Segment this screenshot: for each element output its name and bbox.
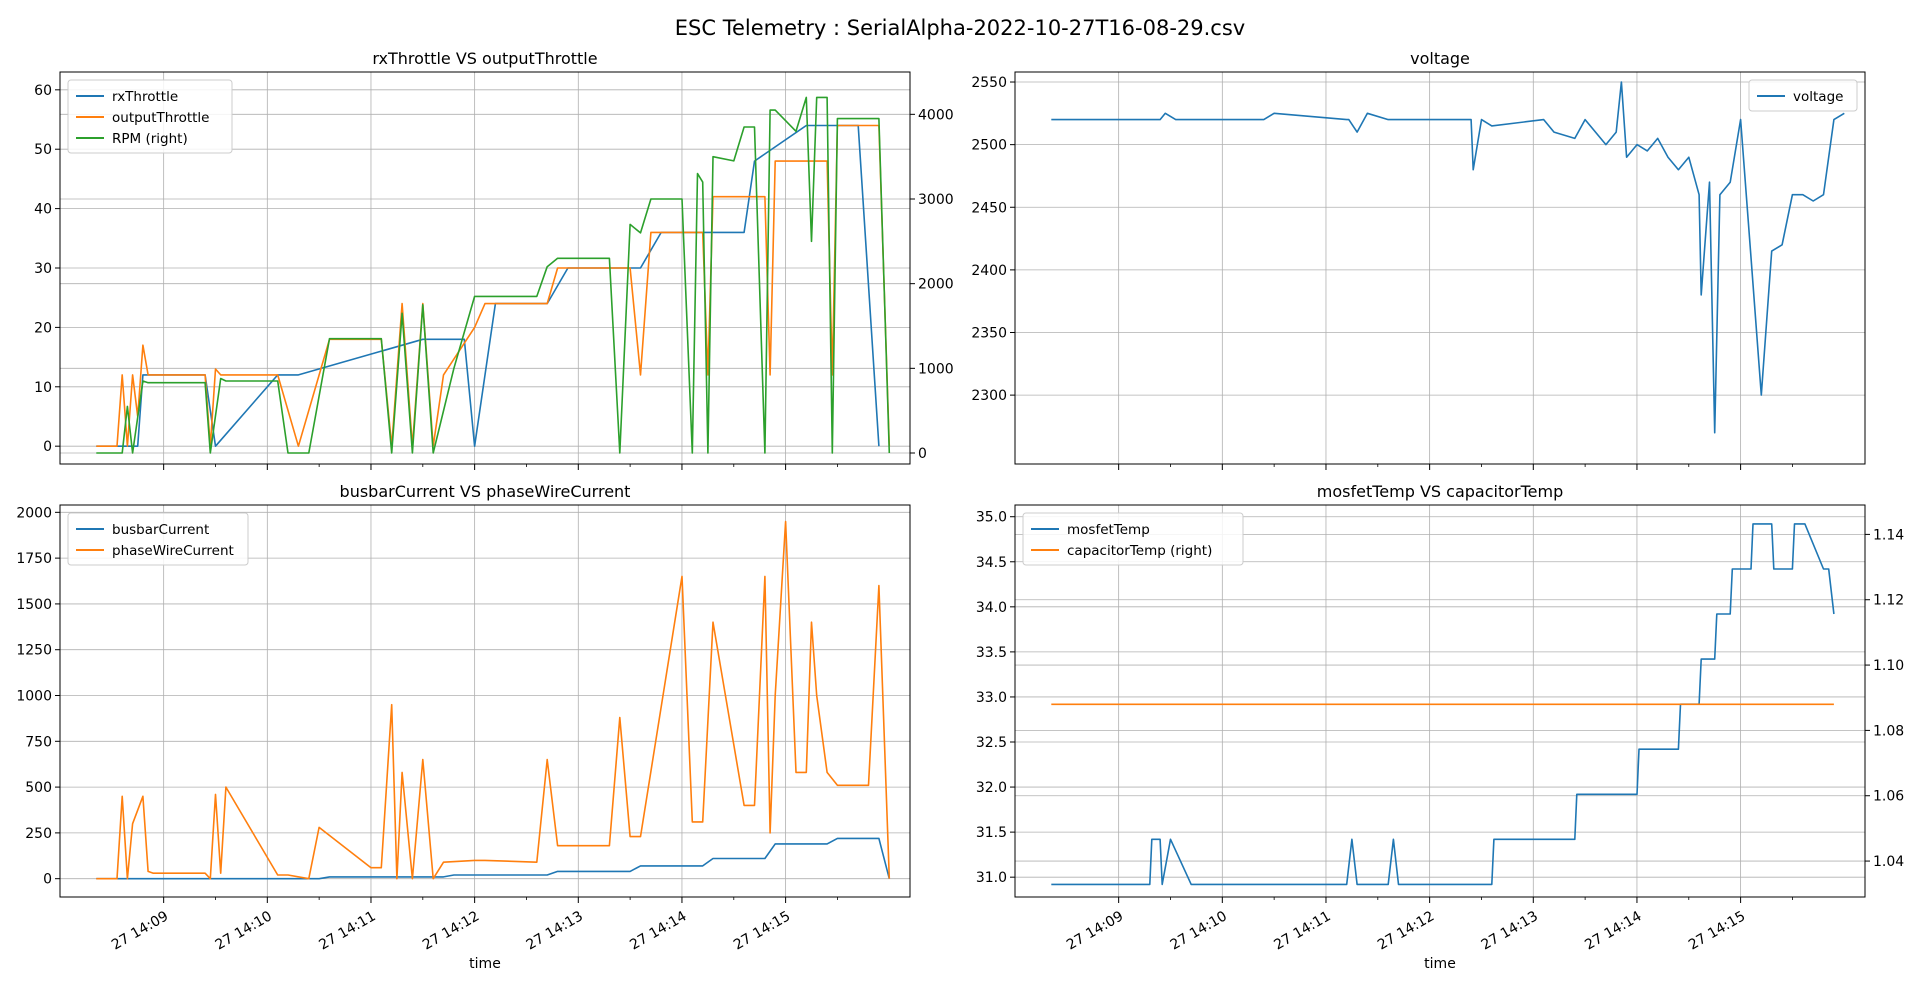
legend-label: mosfetTemp <box>1067 522 1150 538</box>
x-tick-label: 27 14:14 <box>627 908 689 953</box>
legend: rxThrottle outputThrottle RPM (right) <box>67 79 233 154</box>
x-tick-label: 27 14:13 <box>1479 908 1541 953</box>
y-tick-label: 35.0 <box>976 510 1007 526</box>
y-tick-label: 1750 <box>16 551 52 567</box>
plot-frame <box>59 504 911 898</box>
legend-label: busbarCurrent <box>112 522 209 538</box>
y-tick-label: 2500 <box>971 138 1007 154</box>
legend: voltage <box>1748 79 1858 112</box>
y-tick-label: 2350 <box>971 325 1007 341</box>
y-tick-label: 60 <box>34 83 52 99</box>
legend-label: RPM (right) <box>112 131 188 147</box>
legend-box <box>67 79 233 154</box>
x-tick-label: 27 14:15 <box>731 908 793 953</box>
y-tick-label: 0 <box>43 439 52 455</box>
panel-title: voltage <box>1410 49 1470 68</box>
y-tick-label: 32.0 <box>976 780 1007 796</box>
panel-throttle: rxThrottle VS outputThrottle 0 10 20 30 40 50 6… <box>34 49 954 470</box>
y-tick-label: 31.5 <box>976 825 1007 841</box>
y2-tick-label: 1.08 <box>1873 723 1904 739</box>
series-line-voltage <box>1051 81 1845 434</box>
series-line-RPM <box>96 96 891 454</box>
legend-label: outputThrottle <box>112 110 210 126</box>
legend: mosfetTemp capacitorTemp (right) <box>1022 512 1244 566</box>
y-tick-label: 34.0 <box>976 600 1007 616</box>
legend-label: capacitorTemp (right) <box>1067 543 1212 559</box>
x-tick-label: 27 14:10 <box>213 908 275 953</box>
x-axis-label: time <box>469 956 501 972</box>
legend: busbarCurrent phaseWireCurrent <box>67 512 249 566</box>
x-tick-label: 27 14:13 <box>524 908 586 953</box>
y-tick-label: 1500 <box>16 597 52 613</box>
x-tick-label: 27 14:09 <box>109 908 171 953</box>
series-line-phaseWireCurrent <box>96 520 891 880</box>
panel-temperature: mosfetTemp VS capacitorTemp 31.0 31.5 32.0 3… <box>976 482 1904 972</box>
series-line-busbarCurrent <box>96 837 891 880</box>
y2-tick-label: 1.12 <box>1873 593 1904 609</box>
y-tick-label: 2300 <box>971 388 1007 404</box>
y-tick-label: 2400 <box>971 263 1007 279</box>
panel-title: busbarCurrent VS phaseWireCurrent <box>340 482 631 501</box>
y-tick-label: 50 <box>34 142 52 158</box>
x-tick-label: 27 14:14 <box>1582 908 1644 953</box>
legend-label: phaseWireCurrent <box>112 543 234 559</box>
series-line-outputThrottle <box>96 124 891 448</box>
legend-label: voltage <box>1793 89 1843 105</box>
panel-current: busbarCurrent VS phaseWireCurrent 0 250 500… <box>16 482 911 972</box>
x-tick-label: 27 14:09 <box>1064 908 1126 953</box>
y2-tick-label: 1.04 <box>1873 854 1904 870</box>
x-tick-label: 27 14:15 <box>1686 908 1748 953</box>
y2-tick-label: 1.14 <box>1873 527 1904 543</box>
legend-box <box>67 512 249 566</box>
x-tick-label: 27 14:12 <box>1375 908 1437 953</box>
y-tick-label: 30 <box>34 261 52 277</box>
plot-frame <box>1014 71 1866 465</box>
y2-tick-label: 4000 <box>918 107 954 123</box>
series-line-mosfetTemp <box>1051 523 1835 886</box>
y-tick-label: 750 <box>25 734 52 750</box>
x-tick-label: 27 14:11 <box>316 908 378 953</box>
legend-label: rxThrottle <box>112 89 178 105</box>
plot-frame <box>1014 504 1866 898</box>
y2-tick-label: 2000 <box>918 277 954 293</box>
y-tick-label: 32.5 <box>976 735 1007 751</box>
y-tick-label: 0 <box>43 872 52 888</box>
y-tick-label: 2550 <box>971 75 1007 91</box>
panel-voltage: voltage 2300 2350 2400 2450 2500 2550 voltage <box>971 49 1866 470</box>
series-line-rxThrottle <box>96 124 880 448</box>
legend-box <box>1748 79 1858 112</box>
y-tick-label: 10 <box>34 380 52 396</box>
x-tick-label: 27 14:10 <box>1168 908 1230 953</box>
y2-tick-label: 1.06 <box>1873 789 1904 805</box>
y-tick-label: 1000 <box>16 689 52 705</box>
x-tick-label: 27 14:11 <box>1271 908 1333 953</box>
y-tick-label: 500 <box>25 780 52 796</box>
y-tick-label: 40 <box>34 202 52 218</box>
x-tick-label: 27 14:12 <box>420 908 482 953</box>
y2-tick-label: 1000 <box>918 361 954 377</box>
y-tick-label: 2450 <box>971 200 1007 216</box>
y-tick-label: 33.5 <box>976 645 1007 661</box>
y-tick-label: 33.0 <box>976 690 1007 706</box>
panel-title: mosfetTemp VS capacitorTemp <box>1317 482 1563 501</box>
legend-box <box>1022 512 1244 566</box>
y2-tick-label: 0 <box>918 446 927 462</box>
panel-title: rxThrottle VS outputThrottle <box>372 49 597 68</box>
y2-tick-label: 1.10 <box>1873 658 1904 674</box>
y-tick-label: 250 <box>25 826 52 842</box>
x-axis-label: time <box>1424 956 1456 972</box>
y-tick-label: 34.5 <box>976 555 1007 571</box>
y-tick-label: 31.0 <box>976 870 1007 886</box>
y-tick-label: 1250 <box>16 643 52 659</box>
y-tick-label: 2000 <box>16 505 52 521</box>
figure-title: ESC Telemetry : SerialAlpha-2022-10-27T1… <box>675 16 1245 40</box>
y-tick-label: 20 <box>34 320 52 336</box>
y2-tick-label: 3000 <box>918 192 954 208</box>
